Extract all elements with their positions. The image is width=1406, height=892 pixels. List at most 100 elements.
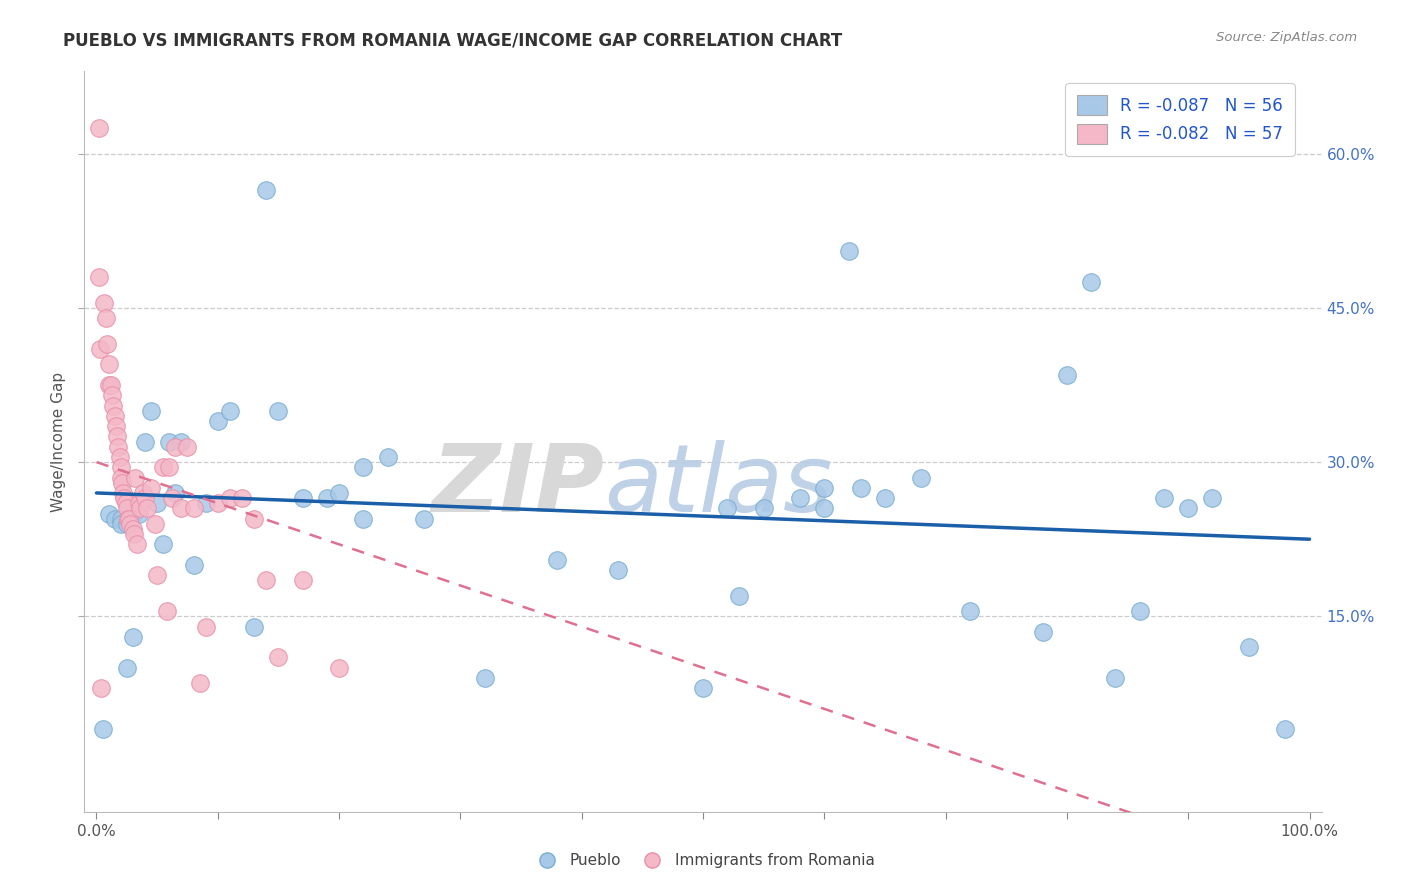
Point xyxy=(838,244,860,259)
Point xyxy=(112,486,135,500)
Point xyxy=(219,403,242,417)
Point xyxy=(849,481,872,495)
Point xyxy=(110,460,132,475)
Point xyxy=(104,409,127,423)
Point xyxy=(959,604,981,618)
Point xyxy=(118,511,141,525)
Point xyxy=(96,336,118,351)
Point xyxy=(1201,491,1223,505)
Point xyxy=(122,522,145,536)
Point xyxy=(170,501,193,516)
Point xyxy=(139,481,162,495)
Y-axis label: Wage/Income Gap: Wage/Income Gap xyxy=(51,371,66,512)
Point xyxy=(546,553,568,567)
Point xyxy=(157,434,180,449)
Point xyxy=(243,620,266,634)
Point xyxy=(100,378,122,392)
Point xyxy=(114,496,136,510)
Point xyxy=(87,120,110,135)
Point xyxy=(87,270,110,285)
Point xyxy=(104,419,127,434)
Point xyxy=(115,661,138,675)
Point xyxy=(873,491,896,505)
Point xyxy=(122,630,145,644)
Point xyxy=(89,342,111,356)
Point xyxy=(165,486,187,500)
Point xyxy=(254,183,277,197)
Point xyxy=(107,440,129,454)
Point xyxy=(136,501,159,516)
Point xyxy=(104,511,127,525)
Point xyxy=(789,491,811,505)
Point xyxy=(110,511,132,525)
Point xyxy=(183,558,205,572)
Point xyxy=(105,429,128,443)
Point xyxy=(194,620,217,634)
Point xyxy=(352,511,374,525)
Point xyxy=(207,414,229,428)
Point xyxy=(103,399,125,413)
Point xyxy=(108,450,131,464)
Point xyxy=(146,496,169,510)
Point xyxy=(112,491,135,505)
Point xyxy=(813,501,835,516)
Point xyxy=(120,516,142,531)
Legend: Pueblo, Immigrants from Romania: Pueblo, Immigrants from Romania xyxy=(526,847,880,874)
Point xyxy=(352,460,374,475)
Point xyxy=(1032,624,1054,639)
Point xyxy=(143,516,166,531)
Point xyxy=(146,568,169,582)
Point xyxy=(254,574,277,588)
Point xyxy=(607,563,630,577)
Point xyxy=(194,496,217,510)
Point xyxy=(90,681,112,696)
Point xyxy=(207,496,229,510)
Point xyxy=(131,486,153,500)
Point xyxy=(93,295,115,310)
Point xyxy=(128,507,150,521)
Point xyxy=(188,676,211,690)
Point xyxy=(117,511,139,525)
Point xyxy=(813,481,835,495)
Point xyxy=(291,491,314,505)
Point xyxy=(134,434,156,449)
Point xyxy=(910,470,932,484)
Point xyxy=(291,574,314,588)
Point xyxy=(328,486,350,500)
Point xyxy=(97,378,120,392)
Point xyxy=(115,516,138,531)
Point xyxy=(243,511,266,525)
Point xyxy=(1056,368,1078,382)
Point xyxy=(183,501,205,516)
Point xyxy=(752,501,775,516)
Point xyxy=(328,661,350,675)
Point xyxy=(122,527,145,541)
Point xyxy=(97,358,120,372)
Point xyxy=(413,511,436,525)
Point xyxy=(474,671,496,685)
Point xyxy=(115,501,138,516)
Point xyxy=(1153,491,1175,505)
Point xyxy=(165,440,187,454)
Point xyxy=(1080,275,1102,289)
Point xyxy=(728,589,751,603)
Text: PUEBLO VS IMMIGRANTS FROM ROMANIA WAGE/INCOME GAP CORRELATION CHART: PUEBLO VS IMMIGRANTS FROM ROMANIA WAGE/I… xyxy=(63,31,842,49)
Point xyxy=(125,537,148,551)
Point xyxy=(139,403,162,417)
Point xyxy=(156,604,179,618)
Point xyxy=(716,501,738,516)
Point xyxy=(129,501,152,516)
Point xyxy=(692,681,714,696)
Text: atlas: atlas xyxy=(605,441,832,532)
Point xyxy=(1237,640,1260,655)
Point xyxy=(122,507,145,521)
Point xyxy=(134,491,156,505)
Point xyxy=(128,496,150,510)
Point xyxy=(110,516,132,531)
Point xyxy=(1177,501,1199,516)
Point xyxy=(231,491,253,505)
Point xyxy=(1129,604,1152,618)
Point xyxy=(97,507,120,521)
Point xyxy=(219,491,242,505)
Point xyxy=(1104,671,1126,685)
